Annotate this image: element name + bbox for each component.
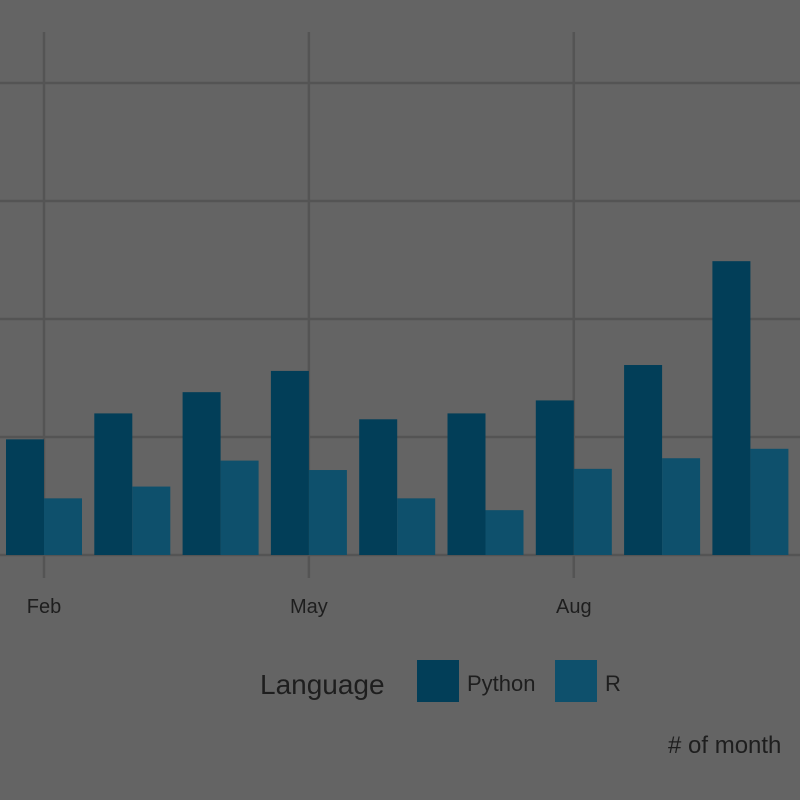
grid-lines [0, 32, 800, 557]
legend-swatch-python [417, 660, 459, 702]
x-axis-ticks: Feb May Aug [27, 555, 592, 618]
bar-r-mar [132, 486, 171, 555]
bar-python-aug [535, 400, 574, 555]
bar-r-oct [750, 448, 789, 555]
bar-r-jun [397, 498, 436, 555]
bar-r-apr [220, 460, 259, 555]
bar-r-feb [44, 498, 82, 555]
bar-python-apr [182, 392, 221, 555]
bar-python-oct [712, 261, 751, 555]
bars [6, 261, 789, 555]
bar-r-may [308, 470, 347, 555]
legend-label-python: Python [467, 671, 536, 696]
x-tick-label-may: May [290, 596, 328, 618]
x-tick-label-feb: Feb [27, 596, 61, 618]
bar-r-sep [662, 458, 701, 555]
legend-swatch-r [555, 660, 597, 702]
bar-python-feb [6, 439, 44, 555]
bar-python-jun [359, 419, 398, 555]
bar-r-aug [573, 468, 612, 555]
legend-label-r: R [605, 671, 621, 696]
legend: Language Python R [260, 660, 621, 702]
legend-title: Language [260, 669, 385, 700]
bar-r-jul [485, 510, 524, 555]
x-tick-label-aug: Aug [556, 596, 592, 618]
bar-python-may [270, 370, 309, 555]
bar-python-jul [447, 413, 486, 555]
chart-caption: # of month [668, 732, 781, 759]
bar-python-mar [94, 413, 133, 555]
bar-python-sep [624, 365, 663, 555]
